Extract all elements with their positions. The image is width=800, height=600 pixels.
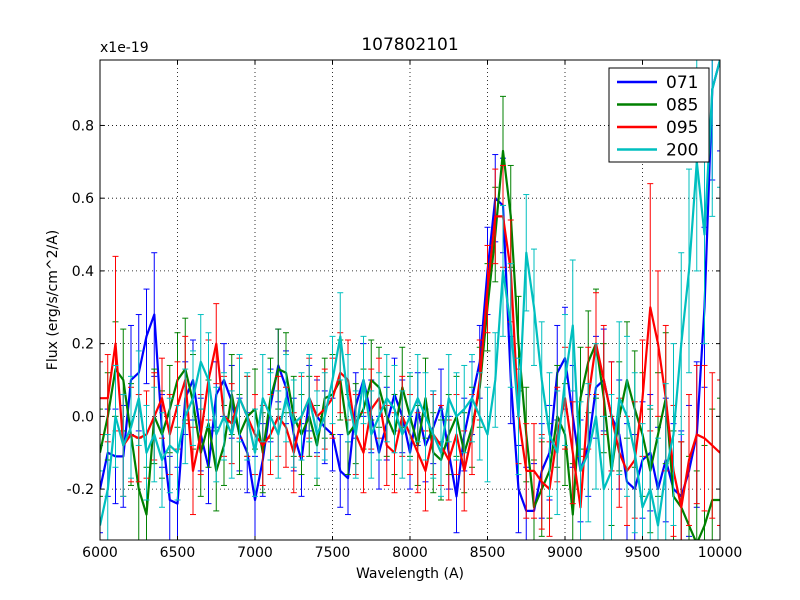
x-axis-title: Wavelength (A) [356,566,464,582]
x-tick-label: 10000 [698,545,743,561]
y-scale-label: x1e-19 [100,40,149,56]
axis-ticks [99,60,721,540]
y-tick-label: -0.2 [67,482,94,498]
legend-label-071: 071 [666,73,698,93]
x-tick-label: 8000 [392,545,428,561]
x-tick-label: 6000 [82,545,118,561]
series-200 [100,60,720,540]
x-tick-label: 9000 [547,545,583,561]
legend-box [608,67,710,163]
y-tick-label: 0.6 [72,191,94,207]
axis-tick-labels: 6000 6500 7000 7500 8000 8500 9000 9500 10000 -0.… [67,118,743,561]
legend-entry-071: 071 [617,73,698,93]
legend-label-085: 085 [666,96,698,116]
legend-entry-200: 200 [617,141,698,161]
legend-entry-085: 085 [617,96,698,116]
series-group [100,60,720,540]
y-tick-label: 0.2 [72,337,94,353]
x-tick-label: 6500 [160,545,196,561]
series-line-200 [100,60,720,527]
y-tick-label: 0.0 [72,409,94,425]
x-tick-label: 8500 [470,545,506,561]
y-axis-title: Flux (erg/s/cm^2/A) [45,230,61,370]
x-tick-label: 9500 [625,545,661,561]
x-tick-label: 7500 [315,545,351,561]
y-tick-label: 0.4 [72,264,94,280]
x-tick-label: 7000 [237,545,273,561]
legend-label-095: 095 [666,118,698,138]
legend-label-200: 200 [666,141,698,161]
y-tick-label: 0.8 [72,118,94,134]
chart-title: 107802101 [361,35,458,55]
legend-entry-095: 095 [617,118,698,138]
